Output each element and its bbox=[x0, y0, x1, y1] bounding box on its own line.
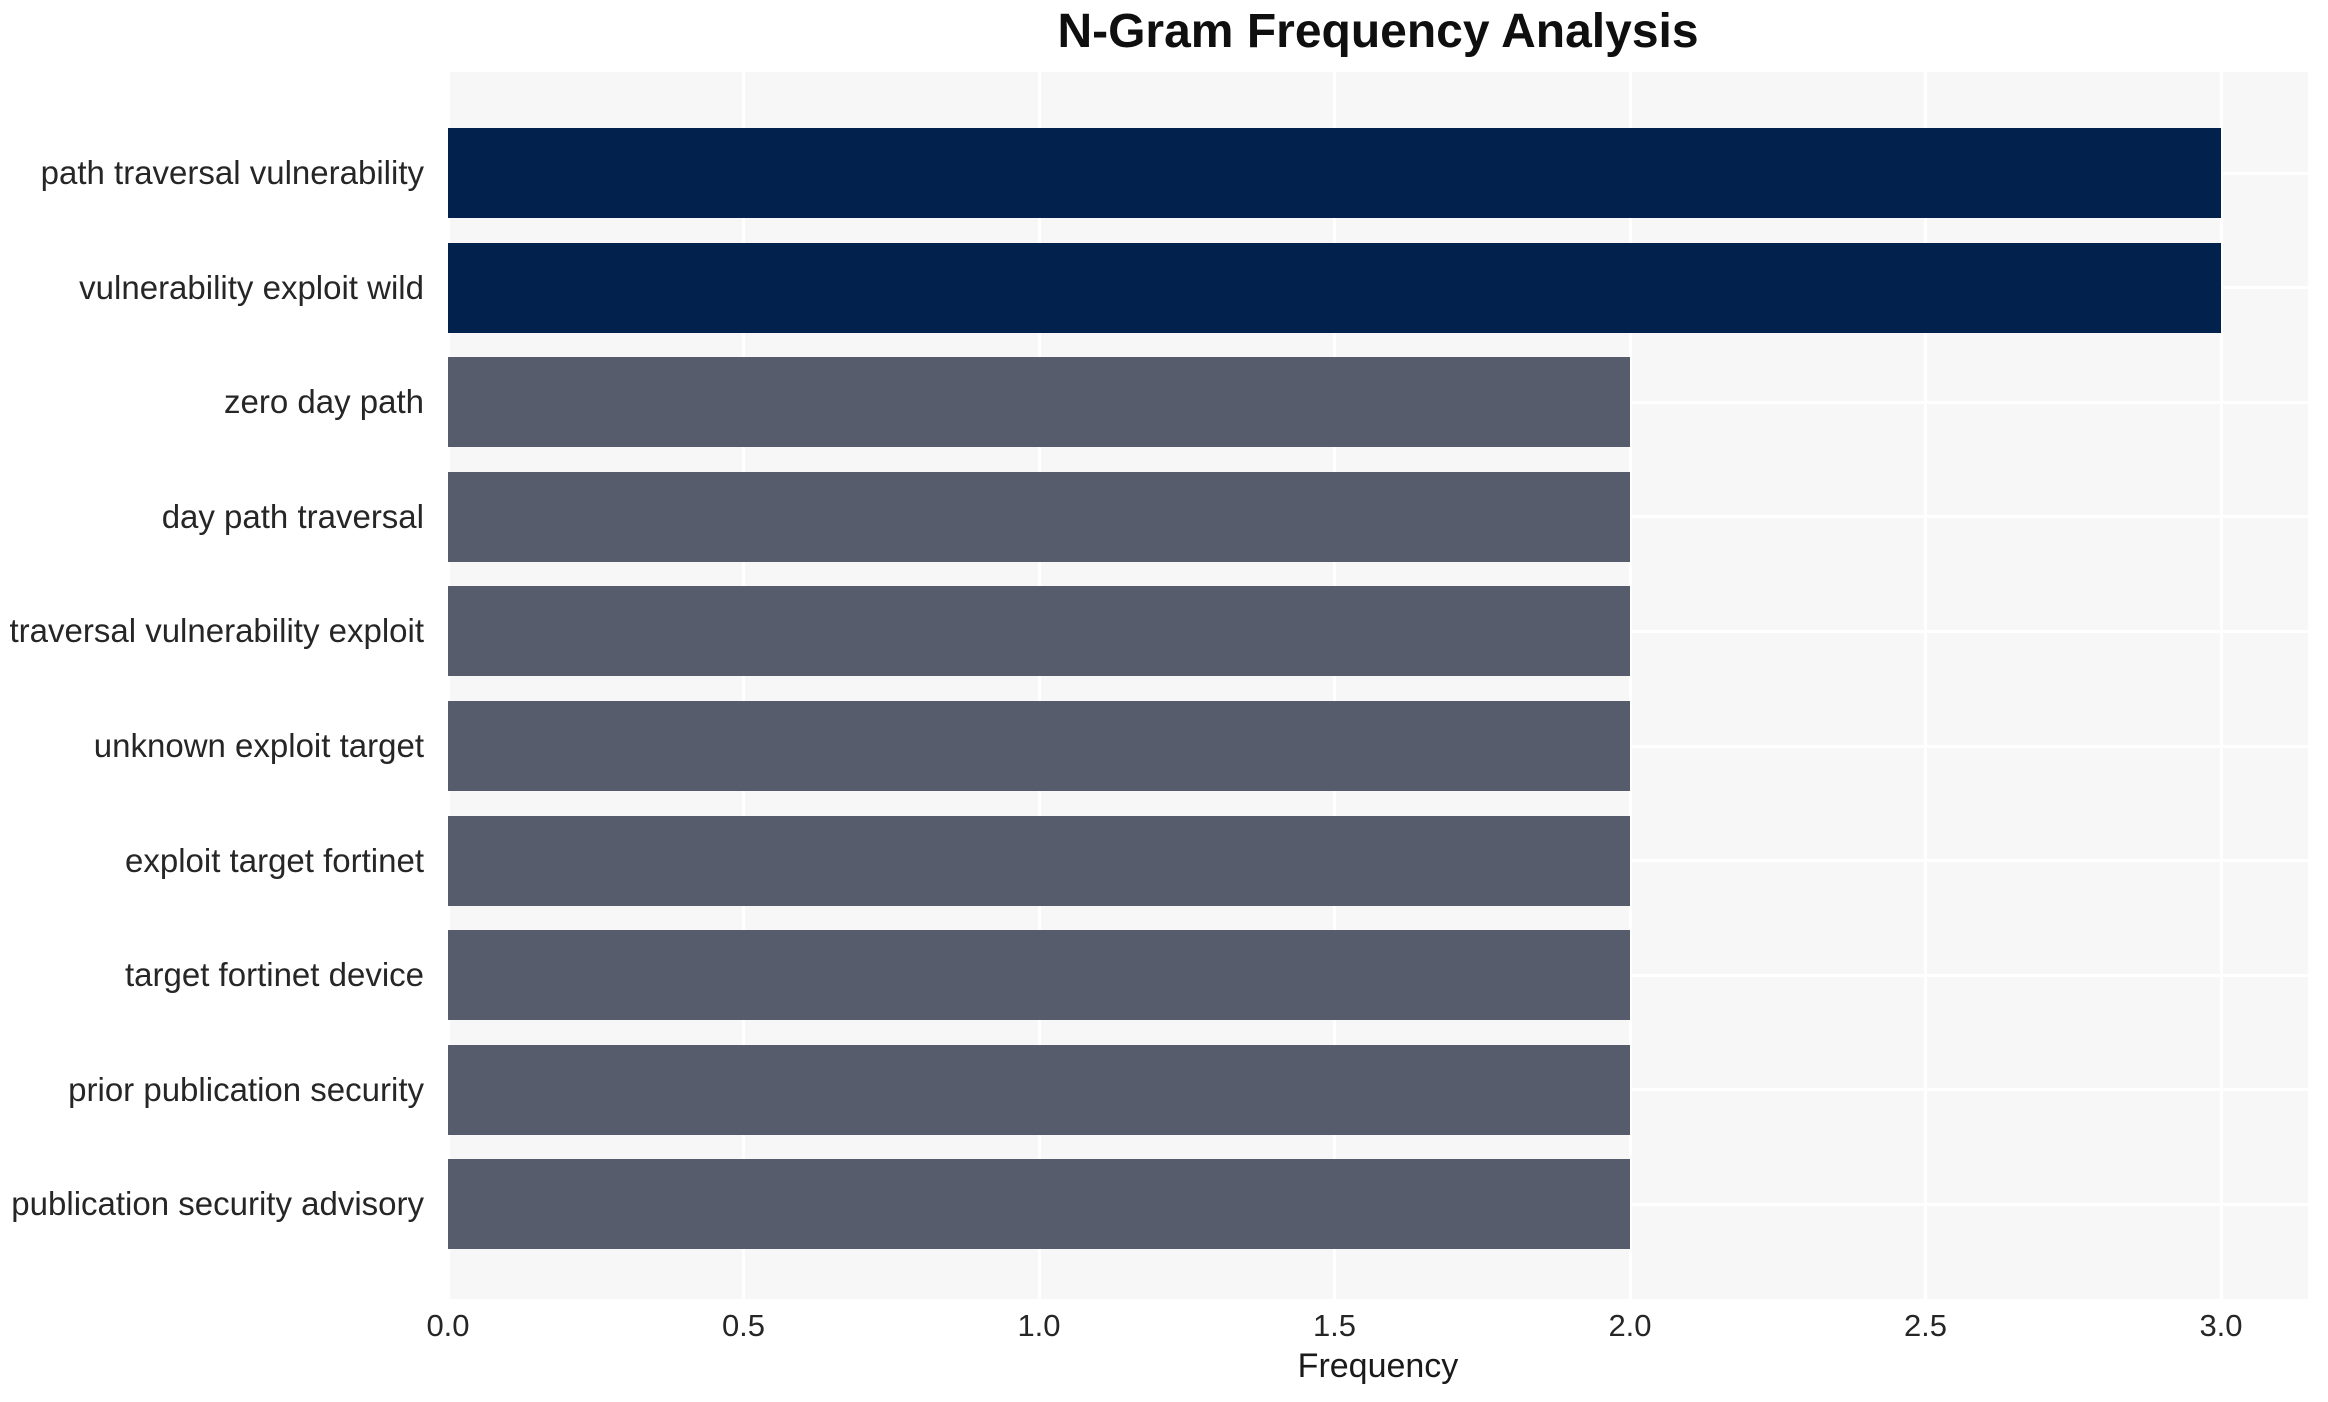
bar-publication-security-advisory bbox=[448, 1159, 1630, 1250]
bar-day-path-traversal bbox=[448, 471, 1630, 562]
y-tick-label: unknown exploit target bbox=[93, 727, 424, 764]
y-axis-labels: path traversal vulnerability vulnerabilit… bbox=[0, 0, 436, 1402]
y-tick-label: day path traversal bbox=[161, 497, 424, 535]
bar-target-fortinet-device bbox=[448, 930, 1630, 1021]
bar-vulnerability-exploit-wild bbox=[448, 242, 2221, 333]
gridline-vertical bbox=[1628, 72, 1632, 1299]
x-tick-label: 0.5 bbox=[721, 1308, 766, 1343]
gridline-vertical bbox=[1037, 72, 1041, 1299]
y-tick-label: vulnerability exploit wild bbox=[79, 268, 424, 306]
chart-title: N-Gram Frequency Analysis bbox=[1057, 5, 1699, 58]
y-tick-label: exploit target fortinet bbox=[125, 841, 424, 879]
gridline-vertical bbox=[1333, 72, 1336, 1299]
gridline-vertical bbox=[2219, 72, 2223, 1299]
y-tick-label: prior publication security bbox=[68, 1070, 424, 1108]
bar-traversal-vulnerability-exploit bbox=[448, 586, 1630, 677]
x-axis-title: Frequency bbox=[1297, 1347, 1459, 1385]
bar-zero-day-path bbox=[448, 357, 1630, 448]
bar-unknown-exploit-target bbox=[448, 701, 1630, 791]
gridline-vertical bbox=[448, 72, 450, 1299]
x-tick-label: 2.0 bbox=[1608, 1308, 1652, 1343]
bar-prior-publication-security bbox=[448, 1044, 1630, 1135]
y-tick-label: traversal vulnerability exploit bbox=[9, 612, 424, 650]
y-tick-label: zero day path bbox=[224, 383, 424, 421]
y-tick-label: path traversal vulnerability bbox=[40, 154, 424, 191]
gridline-vertical bbox=[1924, 72, 1927, 1299]
plot-area bbox=[448, 72, 2308, 1299]
bar-path-traversal-vulnerability bbox=[448, 128, 2221, 218]
y-tick-label: publication security advisory bbox=[11, 1185, 424, 1223]
x-tick-label: 0.0 bbox=[426, 1308, 470, 1343]
y-tick-label: target fortinet device bbox=[125, 956, 424, 994]
x-tick-label: 3.0 bbox=[2199, 1308, 2243, 1343]
x-tick-label: 1.0 bbox=[1017, 1308, 1061, 1343]
x-tick-label: 2.5 bbox=[1903, 1308, 1948, 1343]
x-tick-label: 1.5 bbox=[1312, 1308, 1357, 1343]
gridline-vertical bbox=[742, 72, 745, 1299]
bar-exploit-target-fortinet bbox=[448, 815, 1630, 906]
